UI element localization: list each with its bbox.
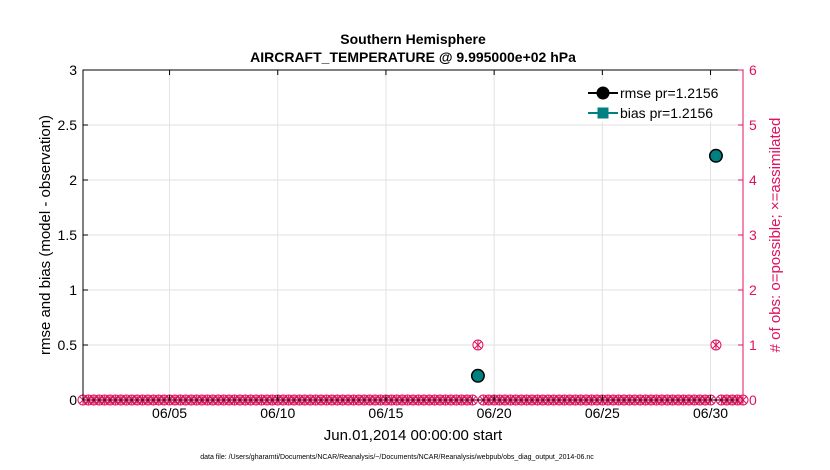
y-tick-label-right: 4 xyxy=(749,172,757,188)
x-axis-label: Jun.01,2014 00:00:00 start xyxy=(324,427,503,444)
x-tick-label: 06/15 xyxy=(368,405,403,421)
chart-title-line1: Southern Hemisphere xyxy=(340,31,486,47)
bias-point xyxy=(472,370,484,382)
legend-marker-bias xyxy=(597,107,609,119)
legend-label-bias: bias pr=1.2156 xyxy=(620,105,713,121)
x-tick-label: 06/05 xyxy=(152,405,187,421)
y-tick-label-left: 2 xyxy=(69,172,77,188)
y-tick-label-left: 1.5 xyxy=(58,227,78,243)
y-tick-label-left: 1 xyxy=(69,282,77,298)
obs-assimilated-marker xyxy=(474,340,482,350)
bias-point xyxy=(710,150,722,162)
y-tick-label-right: 6 xyxy=(749,62,757,78)
y-tick-label-left: 2.5 xyxy=(58,117,78,133)
legend-marker-rmse xyxy=(596,86,610,100)
y-tick-label-left: 0.5 xyxy=(58,337,78,353)
data-series xyxy=(470,148,723,383)
x-tick-label: 06/25 xyxy=(585,405,620,421)
axis-ticks: 06/05 06/10 06/15 06/20 06/25 06/30 0 0.5 1 1.5 2 2… xyxy=(58,62,757,421)
x-tick-label: 06/10 xyxy=(260,405,295,421)
legend-box xyxy=(583,80,738,122)
y-tick-label-left: 0 xyxy=(69,392,77,408)
x-tick-label: 06/30 xyxy=(693,405,728,421)
y-tick-label-right: 3 xyxy=(749,227,757,243)
footer-data-file: data file: /Users/gharamti/Documents/NCA… xyxy=(200,454,594,461)
y-tick-label-right: 1 xyxy=(749,337,757,353)
y-axis-label-left: rmse and bias (model - observation) xyxy=(37,115,54,355)
chart-title-line2: AIRCRAFT_TEMPERATURE @ 9.995000e+02 hPa xyxy=(250,49,576,65)
obs-assimilated-marker xyxy=(712,340,720,350)
x-tick-label: 06/20 xyxy=(477,405,512,421)
y-tick-label-right: 2 xyxy=(749,282,757,298)
y-tick-label-right: 5 xyxy=(749,117,757,133)
y-tick-label-left: 3 xyxy=(69,62,77,78)
legend-label-rmse: rmse pr=1.2156 xyxy=(620,85,719,101)
legend: rmse pr=1.2156 bias pr=1.2156 xyxy=(583,80,738,122)
y-tick-label-right: 0 xyxy=(749,392,757,408)
y-axis-label-right: # of obs: o=possible; ×=assimilated xyxy=(767,118,784,353)
